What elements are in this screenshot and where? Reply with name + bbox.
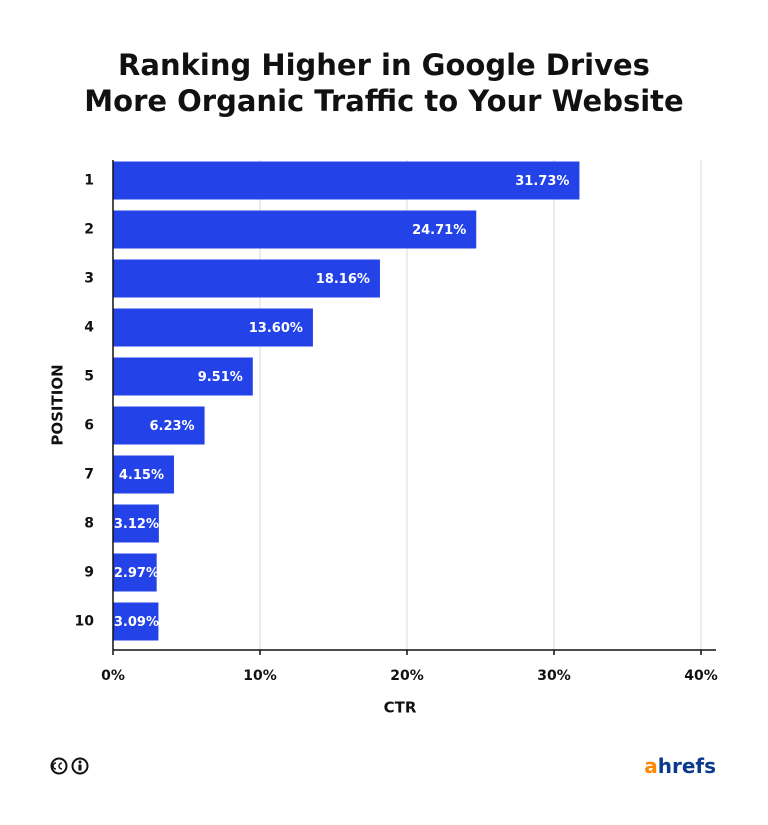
bar — [113, 455, 175, 494]
x-tick-label: 0% — [101, 668, 125, 684]
x-tick-label: 20% — [390, 668, 424, 684]
data-label: 3.09% — [114, 615, 159, 630]
bar — [113, 406, 205, 445]
y-tick-label: 7 — [84, 467, 94, 483]
bar — [113, 259, 380, 298]
bar — [113, 210, 477, 249]
bar — [113, 161, 580, 200]
x-tick-label: 10% — [243, 668, 277, 684]
x-tick-label: 30% — [537, 668, 571, 684]
x-tick-label: 40% — [684, 668, 718, 684]
y-tick-label: 2 — [84, 222, 94, 238]
data-label: 9.51% — [198, 370, 243, 385]
data-label: 3.12% — [114, 517, 159, 532]
data-label: 6.23% — [149, 419, 194, 434]
cc-icons — [50, 757, 89, 775]
brand-logo: ahrefs — [644, 754, 716, 778]
y-tick-label: 6 — [84, 418, 94, 434]
y-tick-label: 10 — [75, 614, 95, 630]
chart-title: More Organic Traffic to Your Website — [84, 84, 683, 118]
brand-accent: a — [644, 754, 658, 778]
y-tick-label: 5 — [84, 369, 94, 385]
data-label: 18.16% — [316, 272, 370, 287]
bar — [113, 357, 253, 396]
y-tick-label: 9 — [84, 565, 94, 581]
data-label: 24.71% — [412, 223, 466, 238]
y-tick-label: 8 — [84, 516, 94, 532]
data-label: 13.60% — [249, 321, 303, 336]
data-label: 31.73% — [515, 174, 569, 189]
y-tick-label: 4 — [84, 320, 94, 336]
x-axis-label: CTR — [384, 699, 417, 717]
y-tick-label: 1 — [84, 173, 94, 189]
chart-title: Ranking Higher in Google Drives — [118, 48, 650, 82]
data-label: 2.97% — [114, 566, 159, 581]
brand-text: hrefs — [658, 754, 716, 778]
y-axis-label: POSITION — [49, 364, 67, 445]
bar — [113, 602, 159, 641]
bar — [113, 308, 313, 347]
data-label: 4.15% — [119, 468, 164, 483]
bar — [113, 504, 159, 543]
y-tick-label: 3 — [84, 271, 94, 287]
bar — [113, 553, 157, 592]
